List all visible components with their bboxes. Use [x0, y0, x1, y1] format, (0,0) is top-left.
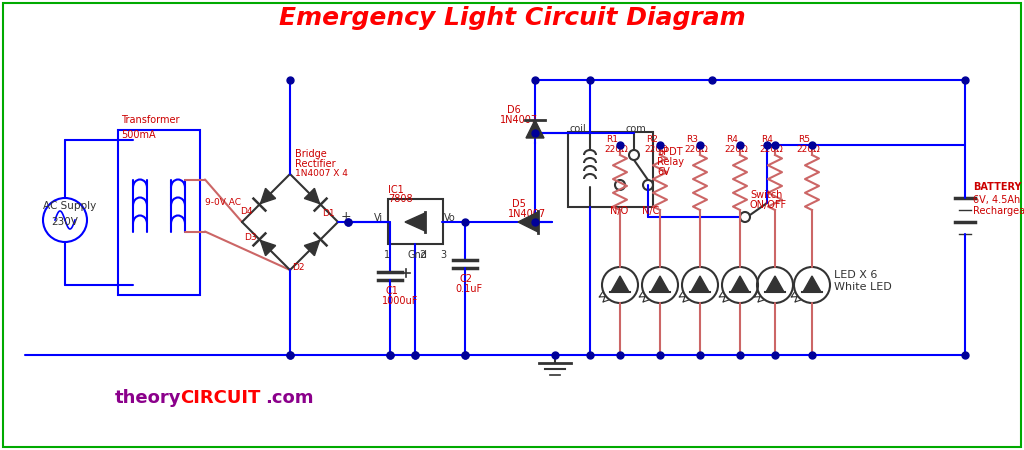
Text: D5: D5 — [512, 199, 526, 209]
Text: ON/OFF: ON/OFF — [750, 200, 787, 210]
Text: .com: .com — [265, 389, 313, 407]
Text: +: + — [341, 210, 351, 222]
Text: SPDT: SPDT — [657, 147, 683, 157]
Text: 3: 3 — [440, 250, 446, 260]
Text: 220Ω: 220Ω — [604, 144, 628, 153]
Text: coil: coil — [570, 124, 587, 134]
Text: R4: R4 — [761, 135, 773, 144]
Polygon shape — [526, 120, 544, 138]
Text: 220Ω: 220Ω — [796, 144, 820, 153]
Text: BATTERY: BATTERY — [973, 183, 1022, 193]
Text: R1: R1 — [606, 135, 618, 144]
Text: 220Ω: 220Ω — [759, 144, 782, 153]
Text: R3: R3 — [686, 135, 698, 144]
Bar — [118, 130, 200, 295]
Text: LED X 6: LED X 6 — [834, 270, 878, 280]
Text: C2: C2 — [460, 274, 473, 284]
Polygon shape — [304, 240, 319, 256]
Polygon shape — [766, 276, 784, 292]
Text: C1: C1 — [385, 286, 398, 296]
Text: 6V, 4.5Ah: 6V, 4.5Ah — [973, 194, 1020, 204]
Text: 230V: 230V — [51, 217, 78, 227]
Text: Rectifier: Rectifier — [295, 159, 336, 169]
Text: Relay: Relay — [657, 157, 684, 167]
Text: 1: 1 — [384, 250, 390, 260]
Text: R4: R4 — [726, 135, 738, 144]
Polygon shape — [260, 240, 275, 256]
Text: com: com — [626, 124, 647, 134]
Text: 9-0V AC: 9-0V AC — [205, 198, 241, 207]
Polygon shape — [611, 276, 629, 292]
Text: 2: 2 — [419, 250, 425, 260]
Bar — [568, 132, 653, 207]
Circle shape — [740, 212, 750, 222]
Polygon shape — [406, 213, 425, 231]
Text: 500mA: 500mA — [121, 130, 156, 140]
Text: R2: R2 — [646, 135, 657, 144]
Text: 0.1uF: 0.1uF — [455, 284, 482, 294]
Polygon shape — [518, 212, 538, 232]
Text: Gnd: Gnd — [407, 250, 427, 260]
Text: N/O: N/O — [610, 206, 629, 216]
Polygon shape — [803, 276, 821, 292]
Text: 6V: 6V — [657, 167, 670, 177]
Text: White LED: White LED — [834, 282, 892, 292]
Text: Vo: Vo — [444, 213, 456, 223]
Text: theory: theory — [115, 389, 181, 407]
Text: 1N4007: 1N4007 — [500, 115, 539, 125]
Bar — [388, 199, 443, 244]
Text: Emergency Light Circuit Diagram: Emergency Light Circuit Diagram — [279, 6, 745, 30]
Text: Transformer: Transformer — [121, 115, 179, 125]
Text: CIRCUIT: CIRCUIT — [180, 389, 260, 407]
Text: 220Ω: 220Ω — [644, 144, 668, 153]
Text: Rechargeable: Rechargeable — [973, 207, 1024, 216]
Text: R5: R5 — [798, 135, 810, 144]
Text: 1N4007: 1N4007 — [508, 209, 546, 219]
Text: AC Supply: AC Supply — [43, 201, 96, 211]
Text: Switch: Switch — [750, 190, 782, 200]
Text: 1000uF: 1000uF — [382, 296, 419, 306]
Text: 220Ω: 220Ω — [684, 144, 708, 153]
Polygon shape — [651, 276, 669, 292]
Polygon shape — [260, 189, 275, 203]
Text: 1N4007 X 4: 1N4007 X 4 — [295, 170, 348, 179]
Text: 220Ω: 220Ω — [724, 144, 748, 153]
Text: Bridge: Bridge — [295, 149, 327, 159]
Polygon shape — [304, 189, 319, 203]
Text: D2: D2 — [292, 264, 304, 273]
Polygon shape — [691, 276, 709, 292]
Text: D4: D4 — [240, 207, 253, 216]
Text: IC1: IC1 — [388, 185, 403, 195]
Text: D1: D1 — [322, 210, 335, 219]
Polygon shape — [731, 276, 749, 292]
Text: D3: D3 — [244, 234, 257, 243]
Text: N/C: N/C — [642, 206, 659, 216]
Text: D6: D6 — [507, 105, 521, 115]
Text: 7808: 7808 — [388, 194, 413, 204]
Text: Vi: Vi — [374, 213, 383, 223]
